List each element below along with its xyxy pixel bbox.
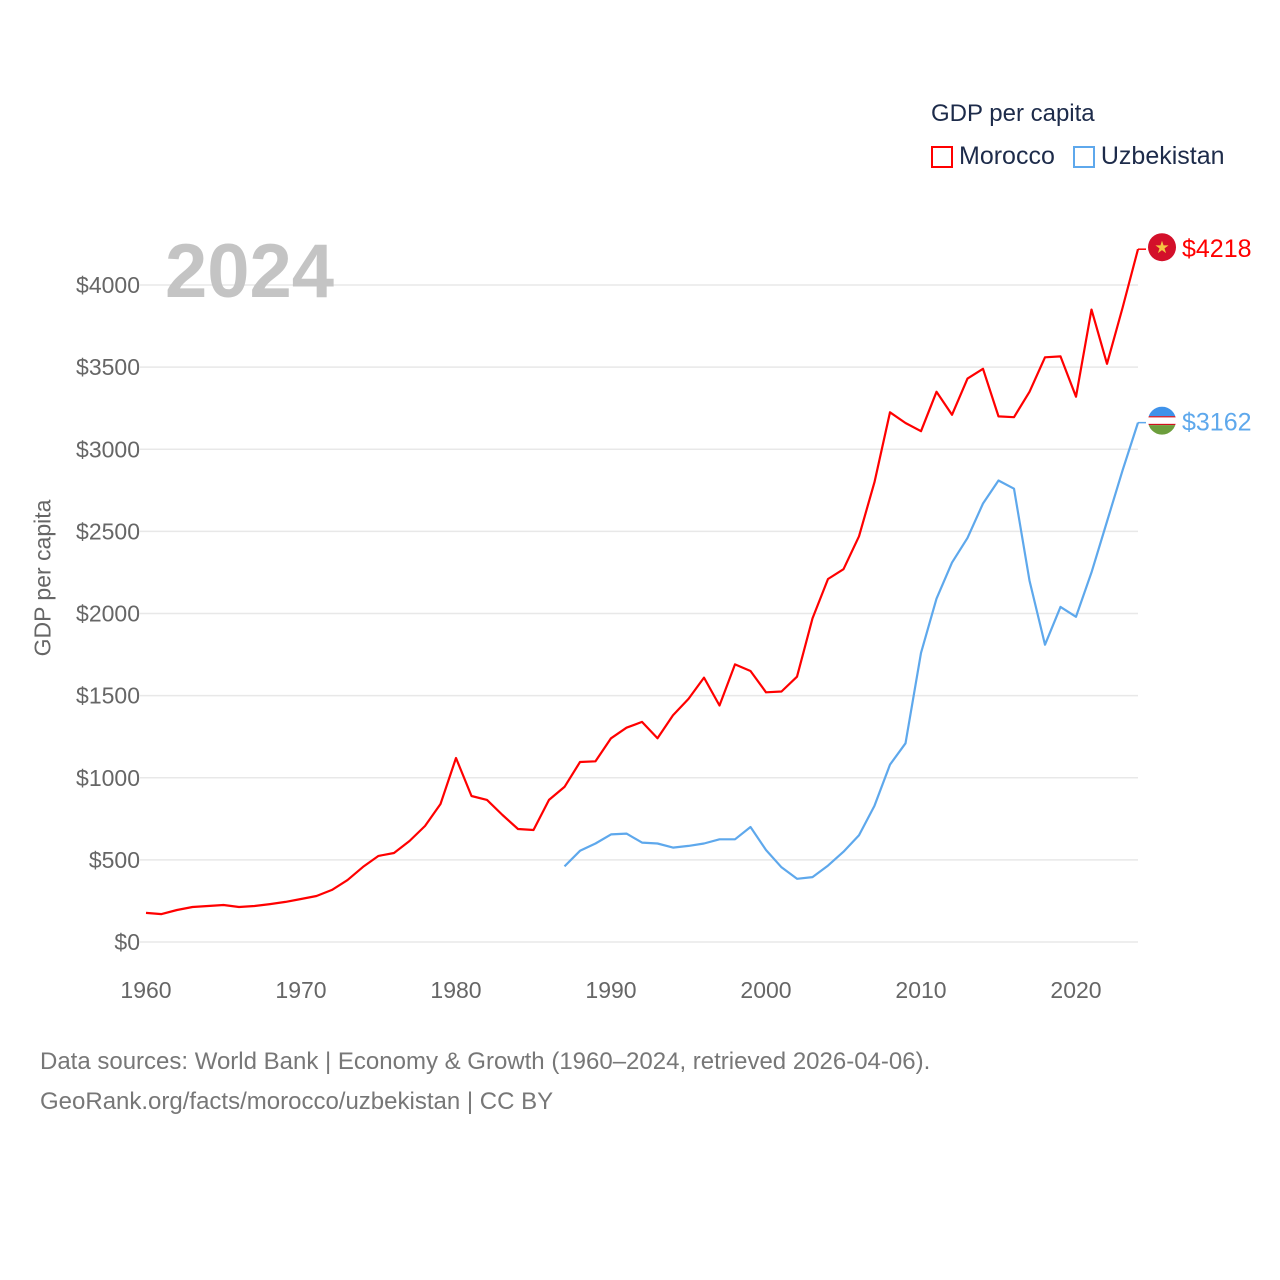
y-tick-label: $0: [114, 929, 140, 955]
legend-item-morocco[interactable]: Morocco: [931, 142, 1055, 171]
legend-swatch-uzbekistan: [1072, 145, 1095, 168]
y-tick-label: $3000: [76, 436, 140, 462]
y-tick-label: $500: [89, 847, 140, 873]
morocco-flag-icon: [1148, 233, 1176, 262]
x-tick-label: 1960: [120, 977, 171, 1003]
x-tick-label: 1980: [430, 977, 481, 1003]
footer-sources: Data sources: World Bank | Economy & Gro…: [40, 1048, 931, 1075]
end-value-label: $4218: [1182, 235, 1252, 263]
series-line-morocco: [145, 248, 1140, 916]
star-icon: ★: [1154, 238, 1169, 257]
year-label: 2024: [165, 229, 335, 314]
legend-item-uzbekistan[interactable]: Uzbekistan: [1072, 142, 1225, 171]
uzbekistan-flag-icon: [1148, 406, 1176, 435]
y-tick-label: $2500: [76, 518, 140, 544]
legend: Morocco Uzbekistan: [931, 142, 1225, 171]
end-value-label: $3162: [1182, 409, 1252, 437]
footer-link[interactable]: GeoRank.org/facts/morocco/uzbekistan | C…: [40, 1088, 554, 1115]
y-tick-label: $1000: [76, 765, 140, 791]
y-tick-label: $1500: [76, 683, 140, 709]
legend-swatch-morocco: [931, 145, 953, 168]
series-line-uzbekistan: [563, 422, 1140, 880]
y-tick-label: $4000: [76, 272, 140, 298]
x-tick-label: 2020: [1050, 977, 1101, 1003]
x-tick-label: 2000: [740, 977, 791, 1003]
y-tick-label: $3500: [76, 354, 140, 380]
legend-label-uzbekistan: Uzbekistan: [1100, 142, 1225, 170]
footer: Data sources: World Bank | Economy & Gro…: [40, 1042, 930, 1122]
legend-label-morocco: Morocco: [959, 142, 1055, 170]
x-tick-label: 1990: [585, 977, 636, 1003]
legend-title: GDP per capita: [931, 100, 1095, 127]
x-tick-label: 1970: [275, 977, 326, 1003]
y-axis-label: GDP per capita: [29, 499, 56, 657]
y-tick-label: $2000: [76, 601, 140, 627]
x-tick-label: 2010: [895, 977, 946, 1003]
